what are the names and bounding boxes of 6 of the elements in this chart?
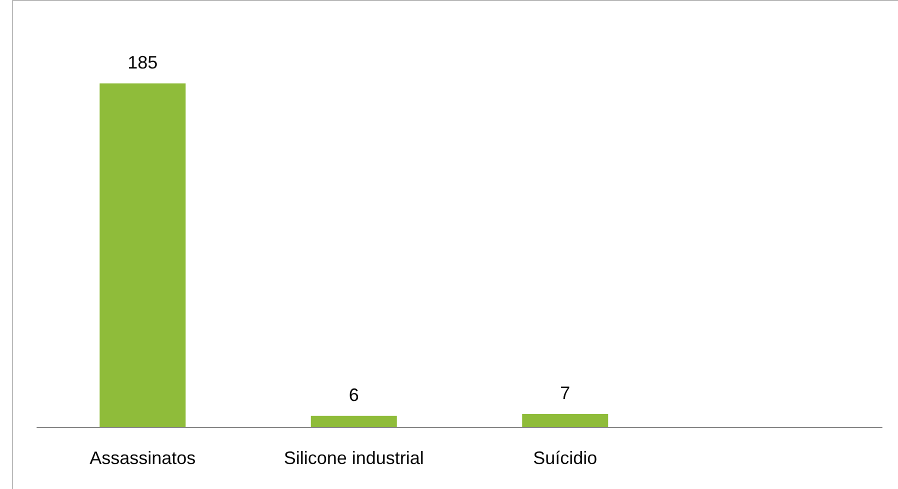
data-label: 6	[348, 384, 359, 405]
x-tick-label: Assassinatos	[90, 448, 196, 468]
data-label: 185	[128, 52, 158, 72]
x-tick-label: Silicone industrial	[284, 448, 424, 468]
data-label: 7	[560, 383, 570, 403]
x-tick-label: Suícidio	[533, 448, 598, 468]
